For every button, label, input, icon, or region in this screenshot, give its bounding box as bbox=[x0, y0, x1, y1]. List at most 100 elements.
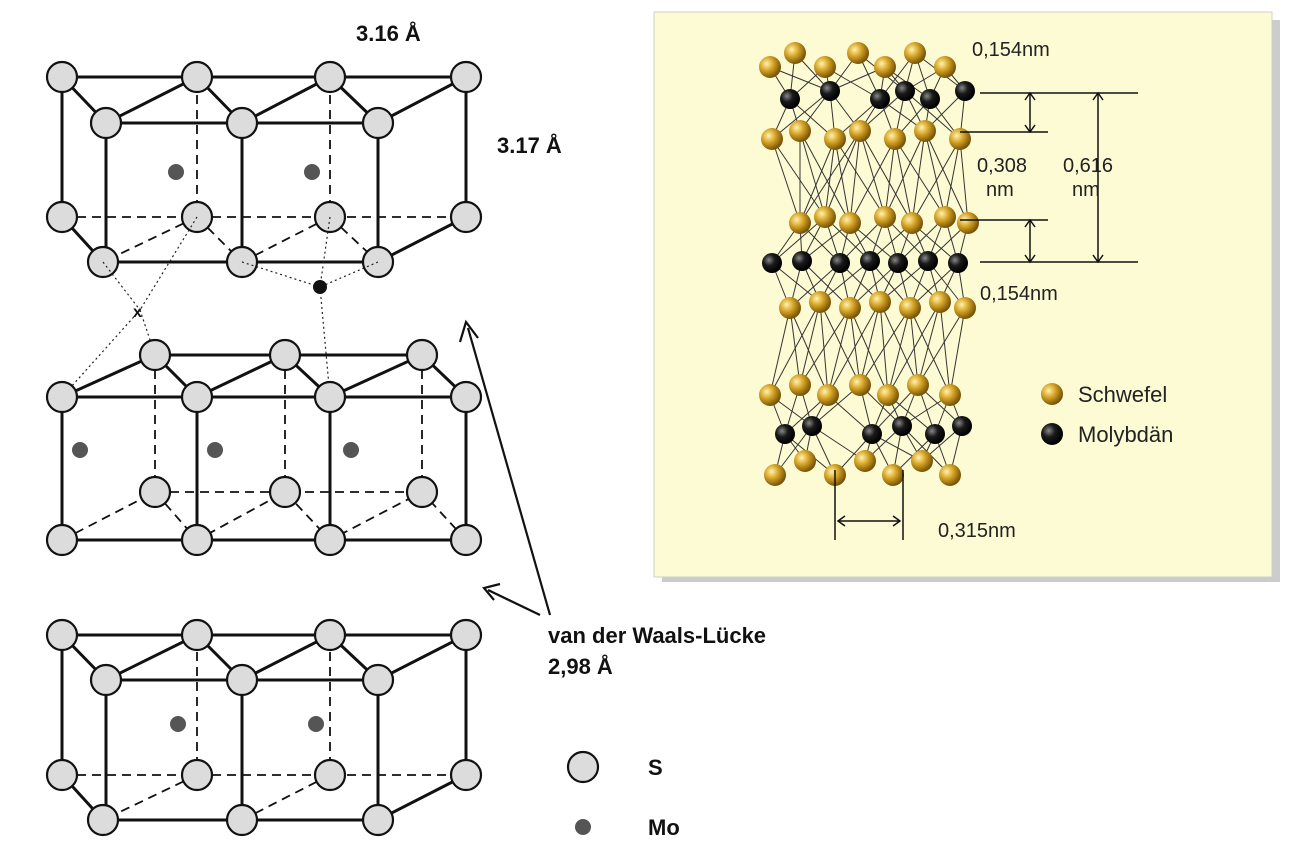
sulfur-atom bbox=[814, 56, 836, 78]
sulfur-atom bbox=[911, 450, 933, 472]
bond-line bbox=[884, 130, 926, 218]
sulfur-atom bbox=[949, 128, 971, 150]
sulfur-atom bbox=[954, 297, 976, 319]
sulfur-atom bbox=[934, 56, 956, 78]
bond-line bbox=[771, 138, 801, 224]
sulfur-atom bbox=[854, 450, 876, 472]
bottom-layer bbox=[45, 618, 483, 837]
lattice-a-label: 3.16 Å bbox=[356, 20, 421, 46]
bond-line bbox=[827, 301, 881, 396]
bottom-layer-atoms bbox=[45, 618, 483, 837]
sulfur-atom bbox=[759, 384, 781, 406]
bond-line bbox=[894, 138, 946, 218]
bond-line bbox=[789, 307, 801, 386]
bond-line bbox=[849, 307, 889, 396]
bond-line bbox=[801, 260, 851, 309]
sulfur-atom bbox=[789, 120, 811, 142]
molybdenum-atom bbox=[870, 89, 890, 109]
sulfur-atom bbox=[939, 464, 961, 486]
sulfur-atom bbox=[882, 464, 904, 486]
bond-line bbox=[884, 138, 896, 218]
molybdenum-atom bbox=[780, 89, 800, 109]
bond-line bbox=[901, 425, 951, 476]
bond-line bbox=[859, 301, 881, 386]
sulfur-atom bbox=[929, 291, 951, 313]
bond-line bbox=[909, 307, 919, 386]
sulfur-atom bbox=[817, 384, 839, 406]
bond-line bbox=[909, 307, 951, 396]
bond-line bbox=[771, 138, 826, 218]
molybdenum-atom bbox=[888, 253, 908, 273]
bond-line bbox=[924, 130, 946, 218]
lattice-c-label: 3.17 Å bbox=[497, 132, 562, 158]
bond-line bbox=[879, 301, 919, 386]
sulfur-atom bbox=[934, 206, 956, 228]
bond-line bbox=[959, 138, 969, 224]
molybdenum-atom bbox=[925, 424, 945, 444]
panel-legend: Schwefel Molybdän bbox=[1041, 382, 1173, 447]
legend-mo-label: Mo bbox=[648, 815, 680, 840]
sulfur-atom bbox=[899, 297, 921, 319]
sulfur-atom bbox=[847, 42, 869, 64]
bond-line bbox=[871, 384, 919, 435]
left-legend: S Mo bbox=[566, 750, 680, 840]
sulfur-atom bbox=[761, 128, 783, 150]
molybdenum-atom bbox=[920, 89, 940, 109]
sulfur-atom bbox=[849, 374, 871, 396]
bond-line bbox=[911, 138, 961, 224]
molybdenum-atom bbox=[775, 424, 795, 444]
bond-line bbox=[799, 130, 861, 224]
dim-0308-value: 0,308 bbox=[977, 155, 1027, 177]
bond-line bbox=[769, 301, 821, 396]
sulfur-atom bbox=[794, 450, 816, 472]
molybdenum-atom bbox=[820, 81, 840, 101]
vdw-gap-value: 2,98 Å bbox=[548, 653, 613, 679]
bond-line bbox=[944, 138, 961, 218]
middle-layer-atoms bbox=[45, 338, 483, 557]
dim-bottom-label: 0,315nm bbox=[938, 520, 1016, 542]
sulfur-atom bbox=[759, 56, 781, 78]
dim-0308-unit: nm bbox=[986, 179, 1014, 201]
sulfur-atom bbox=[884, 128, 906, 150]
bond-line bbox=[834, 138, 851, 224]
sulfur-atom bbox=[907, 374, 929, 396]
sulfur-atom bbox=[939, 384, 961, 406]
sulfur-atom bbox=[824, 128, 846, 150]
molybdenum-atom bbox=[955, 81, 975, 101]
molybdenum-atom bbox=[762, 253, 782, 273]
bond-line bbox=[819, 301, 861, 386]
bond-line bbox=[859, 130, 886, 218]
bond-line bbox=[904, 90, 961, 140]
sulfur-atom bbox=[849, 120, 871, 142]
dim-lower-label: 0,154nm bbox=[980, 283, 1058, 305]
dim-0616-value: 0,616 bbox=[1063, 155, 1113, 177]
bond-line bbox=[859, 130, 913, 224]
sulfur-atom bbox=[779, 297, 801, 319]
top-layer-atoms bbox=[45, 60, 483, 279]
bond-line bbox=[887, 301, 941, 396]
vdw-gap-label: van der Waals-Lücke bbox=[548, 623, 766, 648]
sulfur-atom bbox=[914, 120, 936, 142]
bond-line bbox=[949, 307, 966, 396]
bond-line bbox=[917, 307, 966, 386]
bond-line bbox=[799, 301, 821, 386]
bond-line bbox=[799, 138, 836, 224]
bond-line bbox=[849, 138, 896, 224]
bond-line bbox=[824, 130, 861, 218]
panel-atoms bbox=[759, 42, 979, 486]
sulfur-atom bbox=[789, 374, 811, 396]
molybdenum-atom bbox=[892, 416, 912, 436]
sulfur-atom bbox=[874, 56, 896, 78]
sulfur-atom bbox=[904, 42, 926, 64]
sulfur-atom bbox=[809, 291, 831, 313]
molybdenum-atom bbox=[802, 416, 822, 436]
molybdenum-atom bbox=[830, 253, 850, 273]
sulfur-atom bbox=[877, 384, 899, 406]
molybdenum-atom bbox=[952, 416, 972, 436]
legend-mo-symbol bbox=[575, 819, 591, 835]
bond-line bbox=[894, 138, 913, 224]
site-x-label: x bbox=[133, 304, 142, 321]
molybdenum-atom bbox=[918, 251, 938, 271]
bond-line bbox=[799, 307, 851, 386]
